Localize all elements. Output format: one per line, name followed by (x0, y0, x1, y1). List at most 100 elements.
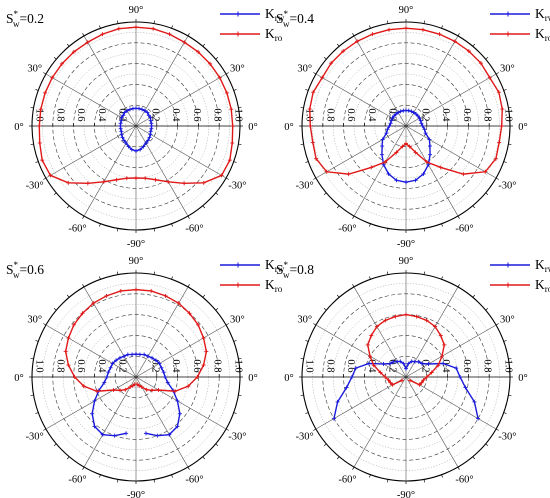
polar-panel-sw-0.2: 0.20.2 0.40.4 0.60.6 0.80.8 1.01.090°30°0°-3… (6, 5, 285, 250)
angle-tick (352, 33, 355, 37)
angle-tick (238, 143, 242, 145)
angle-tick (171, 223, 173, 227)
angle-label: 30° (500, 64, 515, 75)
angle-tick (369, 474, 371, 478)
angle-tick (508, 394, 512, 396)
angle-spoke (135, 125, 227, 179)
angle-spoke (135, 125, 189, 217)
radial-tick-label: 1.0 (304, 359, 315, 372)
angle-tick (503, 161, 507, 163)
angle-tick (508, 143, 512, 145)
angle-tick (441, 474, 443, 478)
angle-tick (215, 443, 219, 447)
polar-panel-sw-0.8: 0.2 0.2 0.4 0.4 0.6 0.6 0.8 0.8 1.0 1.0 90° 30° 0° -3… (276, 256, 550, 498)
angle-spoke (83, 125, 137, 217)
angle-tick (369, 25, 371, 29)
angle-tick (43, 177, 47, 180)
angle-tick (66, 294, 70, 298)
panel-label: S* w=0.6 (6, 260, 44, 280)
angle-label: -30° (498, 181, 516, 192)
angle-label: 90° (129, 5, 144, 16)
angle-label: -60° (185, 474, 203, 485)
angle-label: -30° (228, 432, 246, 443)
radial-tick-label: 1.0 (233, 359, 244, 372)
angle-tick (99, 223, 101, 227)
radial-tick-label: 0.6 (75, 359, 86, 372)
angle-tick (225, 177, 229, 180)
angle-spoke (135, 324, 227, 378)
angle-tick (225, 428, 229, 431)
angle-tick (336, 456, 340, 460)
angle-tick (171, 474, 173, 478)
angle-tick (35, 161, 39, 163)
radial-tick-label: 1.0 (304, 108, 315, 121)
angle-tick (495, 428, 499, 431)
angle-tick (508, 107, 512, 109)
angle-tick (233, 340, 237, 342)
legend-label: Krw (535, 257, 550, 274)
radial-tick-label: 0.6 (345, 359, 356, 372)
angle-tick (233, 412, 237, 414)
angle-spoke (135, 286, 189, 378)
radial-tick-label: 0.4 (440, 108, 451, 122)
angle-tick (305, 161, 309, 163)
radial-tick-label: 0.6 (191, 108, 202, 121)
legend-label: Krw (265, 6, 285, 23)
angle-label: 30° (297, 64, 312, 75)
radial-tick-label: 0.2 (387, 359, 398, 372)
angle-label: -60° (338, 474, 356, 485)
angle-tick (387, 20, 389, 24)
radial-tick-label: 1.0 (503, 359, 514, 372)
angle-spoke (315, 324, 407, 378)
angle-label: 30° (297, 315, 312, 326)
radial-tick-label: 0.6 (461, 108, 472, 121)
angle-tick (153, 479, 155, 483)
angle-label: -30° (498, 432, 516, 443)
angle-label: 0° (248, 122, 257, 133)
angle-label: 0° (14, 122, 23, 133)
angle-tick (485, 307, 489, 311)
angle-tick (153, 228, 155, 232)
angle-tick (472, 294, 476, 298)
angle-spoke (315, 376, 407, 430)
angle-tick (313, 428, 317, 431)
angle-tick (485, 192, 489, 196)
angle-tick (503, 412, 507, 414)
angle-spoke (405, 324, 497, 378)
angle-tick (423, 271, 425, 275)
angle-spoke (45, 376, 137, 430)
angle-label: -60° (68, 474, 86, 485)
angle-tick (305, 89, 309, 91)
angle-label: 90° (129, 256, 144, 267)
radial-tick-label: 1.0 (34, 359, 45, 372)
angle-label: 0° (284, 373, 293, 384)
angle-label: -90° (127, 490, 145, 498)
angle-tick (117, 20, 119, 24)
angle-tick (369, 276, 371, 280)
angle-tick (457, 215, 460, 219)
legend-label: Kro (265, 277, 283, 294)
angle-tick (66, 205, 70, 209)
angle-tick (336, 43, 340, 47)
angle-tick (352, 284, 355, 288)
angle-tick (30, 358, 34, 360)
panel-label: S* w=0.2 (6, 9, 44, 29)
angle-tick (99, 276, 101, 280)
angle-tick (305, 412, 309, 414)
angle-tick (313, 323, 317, 326)
angle-tick (305, 340, 309, 342)
radial-tick-label: 1.0 (34, 108, 45, 121)
radial-tick-label: 0.8 (54, 108, 65, 121)
angle-tick (336, 205, 340, 209)
angle-tick (323, 443, 327, 447)
angle-label: 30° (230, 315, 245, 326)
angle-label: 30° (500, 315, 515, 326)
angle-tick (313, 72, 317, 75)
angle-spoke (405, 376, 497, 430)
angle-tick (215, 56, 219, 60)
angle-spoke (83, 286, 137, 378)
angle-tick (369, 223, 371, 227)
angle-tick (485, 443, 489, 447)
angle-tick (387, 228, 389, 232)
